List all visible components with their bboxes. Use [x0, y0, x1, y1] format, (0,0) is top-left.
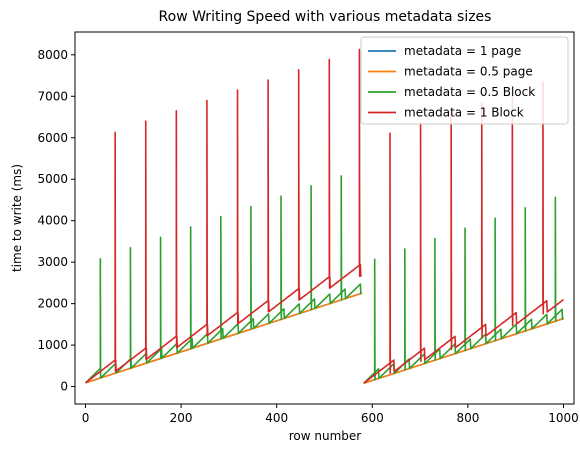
- x-tick-label: 0: [82, 411, 90, 425]
- legend-label: metadata = 1 page: [404, 44, 521, 58]
- y-tick-label: 2000: [37, 297, 68, 311]
- x-tick-label: 400: [265, 411, 288, 425]
- y-tick-label: 1000: [37, 338, 68, 352]
- y-tick-label: 6000: [37, 131, 68, 145]
- x-tick-label: 1000: [548, 411, 579, 425]
- x-tick-label: 200: [170, 411, 193, 425]
- chart-title: Row Writing Speed with various metadata …: [159, 9, 492, 25]
- series-line: [84, 175, 363, 384]
- legend-label: metadata = 1 Block: [404, 106, 524, 120]
- y-axis-label: time to write (ms): [10, 164, 24, 272]
- y-tick-label: 7000: [37, 89, 68, 103]
- legend-label: metadata = 0.5 page: [404, 65, 533, 79]
- plot-frame: [74, 31, 575, 405]
- y-tick-label: 3000: [37, 255, 68, 269]
- x-axis: 0 200 400 600 800 1000: [82, 404, 579, 425]
- series-line: [85, 48, 363, 384]
- plot-series: [84, 48, 565, 385]
- legend-label: metadata = 0.5 Block: [404, 85, 535, 99]
- x-tick-label: 600: [361, 411, 384, 425]
- legend: metadata = 1 page metadata = 0.5 page meta…: [360, 36, 569, 125]
- x-tick-label: 800: [456, 411, 479, 425]
- legend-box: [360, 36, 569, 125]
- y-tick-label: 8000: [37, 48, 68, 62]
- y-tick-label: 5000: [37, 172, 68, 186]
- y-tick-label: 4000: [37, 214, 68, 228]
- x-axis-label: row number: [289, 429, 362, 443]
- y-tick-label: 0: [60, 380, 68, 394]
- series-line: [363, 80, 564, 384]
- series-line: [363, 317, 564, 385]
- y-axis: 0 1000 2000 3000 4000 5000 6000 7000 8000: [37, 48, 75, 394]
- series-line: [363, 196, 565, 384]
